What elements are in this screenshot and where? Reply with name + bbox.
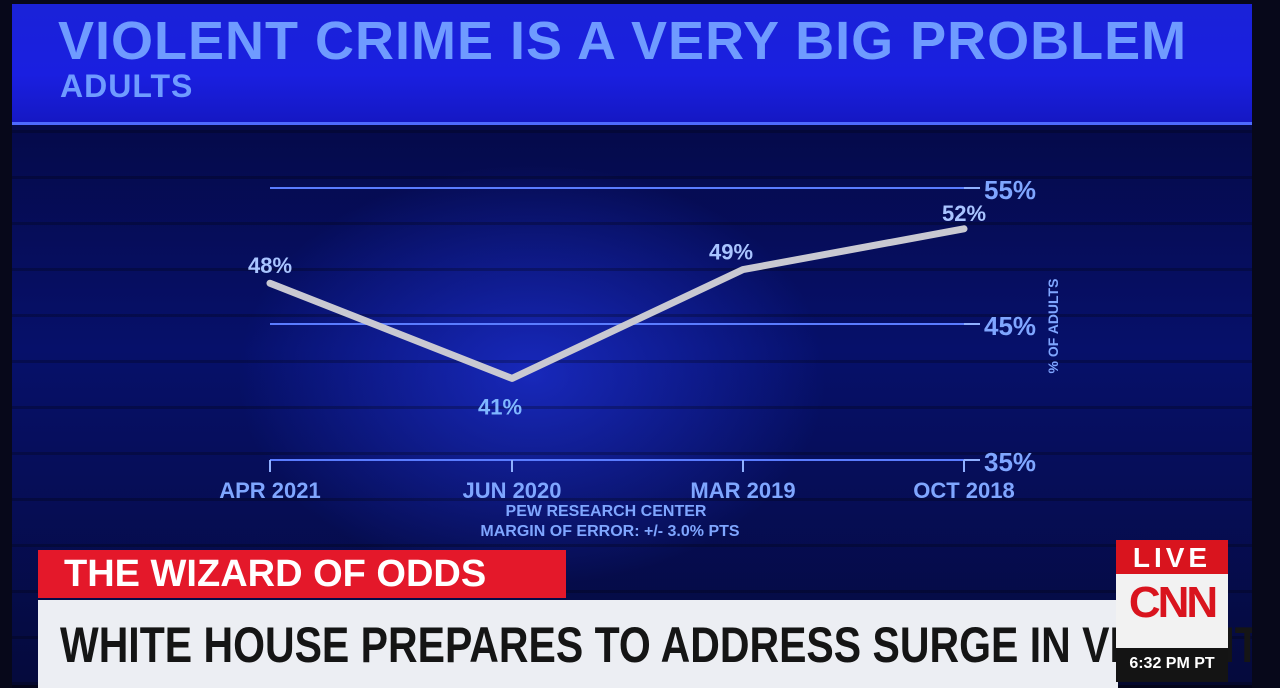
y-axis-title: % OF ADULTS	[1045, 279, 1061, 374]
graphic-subtitle: ADULTS	[60, 68, 194, 104]
graphic-title: VIOLENT CRIME IS A VERY BIG PROBLEM	[58, 11, 1188, 71]
chart-axis	[269, 460, 965, 472]
series-line	[266, 225, 968, 382]
live-badge	[1116, 540, 1228, 574]
cnn-logo-icon: CNN	[1128, 578, 1218, 627]
tv-screen: VIOLENT CRIME IS A VERY BIG PROBLEM ADUL…	[12, 4, 1252, 688]
live-label: LIVE	[1132, 542, 1212, 573]
chart-series	[266, 225, 968, 382]
xtick-label-1: JUN 2020	[462, 478, 561, 503]
segment-banner	[38, 550, 566, 598]
chart-labels: 55% 45% 35% APR 2021 JUN 2020 MAR 2019 OCT 201…	[219, 175, 1061, 540]
clock-time: 6:32 PM PT	[1129, 655, 1215, 672]
headline-text: WHITE HOUSE PREPARES TO ADDRESS SURGE IN…	[60, 617, 1252, 673]
headline-banner	[38, 600, 1118, 688]
data-label-1: 41%	[478, 394, 522, 419]
ytick-label-55: 55%	[984, 175, 1036, 205]
xtick-label-0: APR 2021	[219, 478, 321, 503]
source-note: PEW RESEARCH CENTER	[506, 503, 707, 520]
xtick-label-2: MAR 2019	[690, 478, 795, 503]
network-logo-box	[1116, 574, 1228, 648]
segment-title: THE WIZARD OF ODDS	[64, 553, 487, 595]
data-label-2: 49%	[709, 240, 753, 265]
clock-box	[1116, 648, 1228, 682]
line-chart: 55% 45% 35% APR 2021 JUN 2020 MAR 2019 OCT 201…	[219, 175, 1061, 540]
data-label-0: 48%	[248, 253, 292, 278]
margin-of-error-note: MARGIN OF ERROR: +/- 3.0% PTS	[480, 523, 739, 540]
graphic-header: VIOLENT CRIME IS A VERY BIG PROBLEM ADUL…	[12, 4, 1252, 125]
data-label-3: 52%	[942, 201, 986, 226]
xtick-label-3: OCT 2018	[913, 478, 1015, 503]
ytick-label-45: 45%	[984, 311, 1036, 341]
ytick-label-35: 35%	[984, 447, 1036, 477]
